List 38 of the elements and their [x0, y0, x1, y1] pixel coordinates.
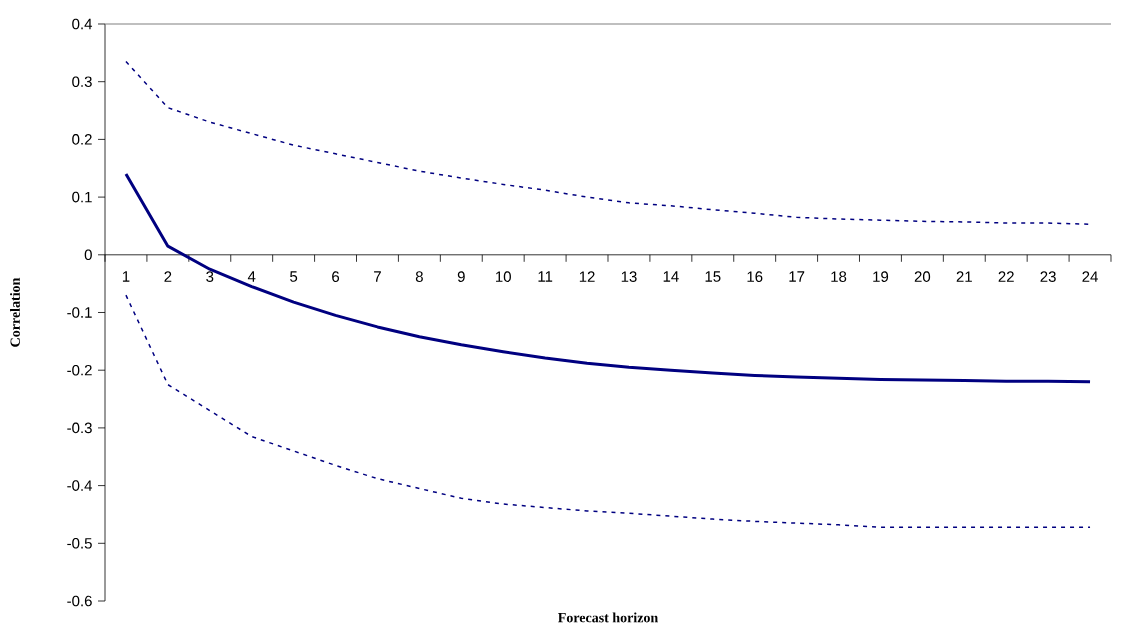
x-tick-label: 16 — [747, 271, 763, 282]
y-tick-label: -0.2 — [67, 364, 92, 376]
y-tick-label: -0.3 — [67, 422, 92, 434]
x-tick-label: 13 — [621, 271, 637, 282]
x-tick-label: 1 — [122, 271, 130, 282]
y-tick-label: 0 — [84, 249, 92, 261]
x-tick-label: 22 — [998, 271, 1014, 282]
x-tick-label: 20 — [914, 271, 931, 282]
x-tick-label: 9 — [457, 271, 465, 282]
x-axis-title: Forecast horizon — [558, 612, 659, 623]
x-tick-label: 18 — [831, 271, 847, 282]
x-tick-label: 12 — [579, 271, 595, 282]
y-axis-title: Correlation — [10, 277, 20, 347]
x-tick-label: 7 — [374, 271, 381, 282]
x-tick-label: 8 — [415, 271, 423, 282]
y-tick-label: -0.4 — [67, 480, 93, 491]
x-tick-label: 10 — [496, 271, 511, 282]
y-tick-label: 0.4 — [72, 18, 93, 30]
y-tick-label: 0.1 — [72, 191, 92, 203]
y-tick-label: 0.2 — [72, 134, 92, 145]
line-series — [125, 60, 1091, 225]
x-tick-label: 23 — [1040, 271, 1056, 282]
x-tick-label: 11 — [538, 271, 553, 282]
x-tick-label: 24 — [1082, 271, 1098, 282]
x-tick-label: 17 — [789, 271, 805, 282]
y-tick-label: -0.6 — [67, 595, 92, 607]
x-tick-label: 15 — [705, 271, 721, 282]
y-tick-label: -0.1 — [67, 307, 92, 318]
x-tick-label: 5 — [290, 271, 298, 282]
y-tick-label: -0.5 — [67, 537, 92, 549]
x-tick-label: 3 — [206, 271, 214, 282]
x-tick-label: 21 — [956, 271, 972, 282]
y-tick-label: 0.3 — [72, 76, 92, 87]
x-tick-label: 2 — [164, 271, 172, 282]
x-tick-label: 19 — [873, 271, 889, 282]
x-tick-label: 6 — [332, 271, 340, 282]
x-tick-label: 4 — [247, 271, 256, 282]
x-tick-label: 14 — [663, 271, 679, 282]
